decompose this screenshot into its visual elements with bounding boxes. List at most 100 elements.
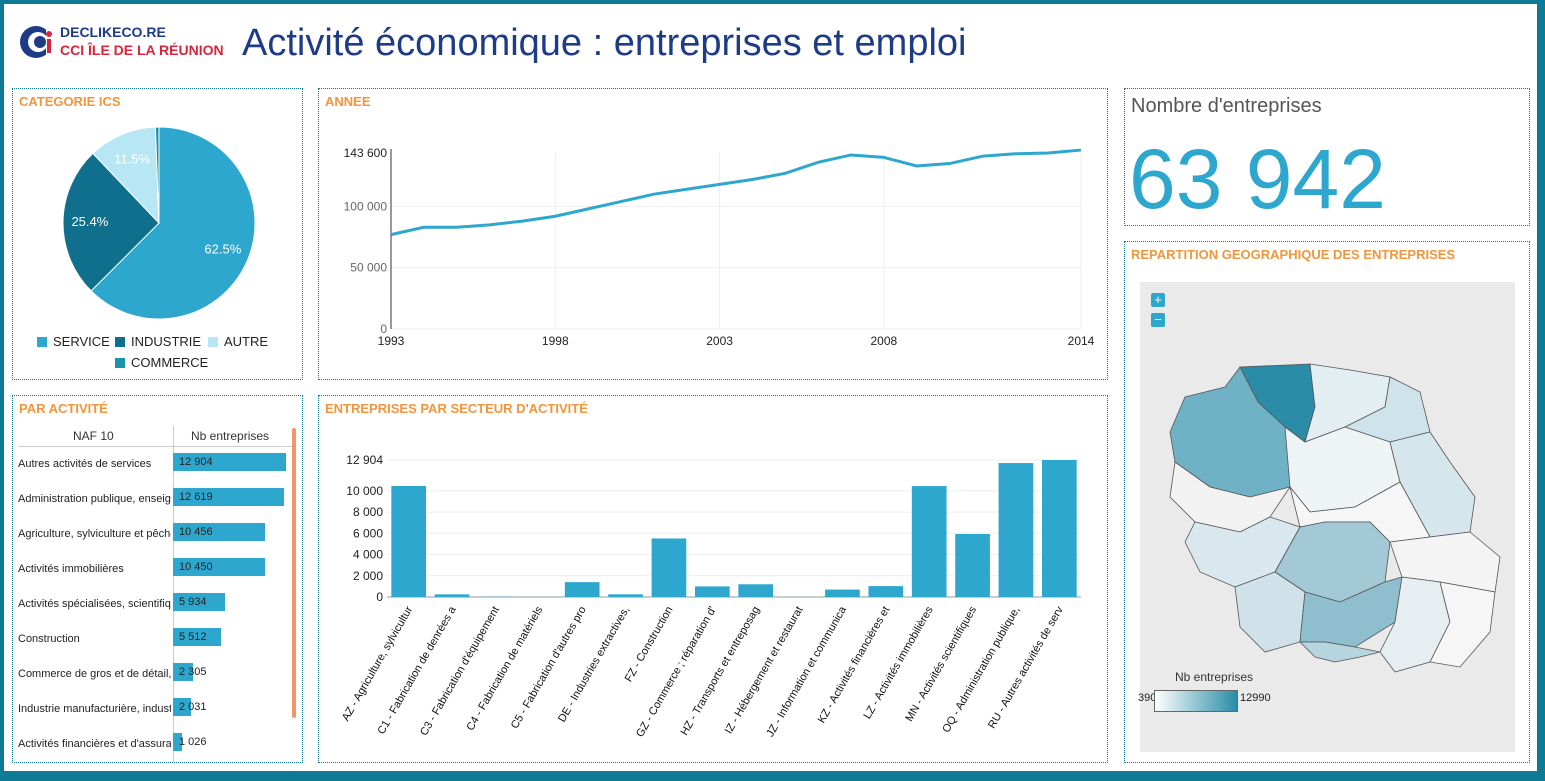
activite-row-bar[interactable] [173, 593, 225, 611]
y-tick-label: 4 000 [353, 548, 383, 562]
annee-title: ANNEE [325, 94, 371, 109]
annee-line-chart[interactable]: 1993 1998 2003 2008 2014 0 50 000 100 000 143 60… [319, 89, 1107, 379]
dashboard: DECLIKECO.RE CCI ÎLE DE LA RÉUNION Activ… [4, 4, 1537, 771]
legend-swatch [37, 337, 47, 347]
bar[interactable] [998, 463, 1034, 597]
activite-col-naf[interactable]: NAF 10 [73, 429, 114, 443]
y-tick-label: 10 000 [346, 484, 383, 498]
bar[interactable] [738, 584, 774, 597]
x-tick-label: IZ - Hébergement et restaurat [723, 605, 806, 736]
x-tick-label: 1998 [542, 334, 569, 348]
y-tick-label: 0 [376, 590, 383, 604]
activite-row-bar[interactable] [173, 663, 194, 681]
activite-row-label[interactable]: Activités immobilières [18, 563, 124, 575]
secteur-title: ENTREPRISES PAR SECTEUR D'ACTIVITÉ [325, 401, 588, 416]
pie-slice[interactable] [154, 126, 160, 224]
activite-row-bar[interactable] [173, 628, 222, 646]
x-tick-label: C3 - Fabrication d'équipement [418, 605, 502, 738]
bar[interactable] [1041, 460, 1077, 597]
activite-row-label[interactable]: Administration publique, enseignement [18, 493, 171, 505]
kpi-value: 63 942 [1129, 132, 1386, 226]
activite-row-label[interactable]: Autres activités de services [18, 458, 152, 470]
pie-slice-label: 62.5% [204, 241, 241, 256]
bar[interactable] [694, 586, 730, 597]
y-tick-label: 50 000 [350, 261, 387, 275]
bar[interactable] [434, 594, 470, 597]
activite-row-value: 2 031 [179, 701, 207, 713]
legend-swatch [115, 337, 125, 347]
map-region [1299, 641, 1381, 663]
activite-row-bar[interactable] [173, 558, 265, 576]
legend-label: COMMERCE [131, 355, 209, 370]
activite-row-bar[interactable] [173, 523, 265, 541]
legend-service[interactable]: SERVICE [37, 334, 110, 349]
bar[interactable] [868, 586, 904, 597]
activite-title: PAR ACTIVITÉ [19, 401, 108, 416]
zoom-in-button[interactable]: + [1151, 293, 1165, 307]
activite-row-value: 12 619 [179, 491, 213, 503]
y-tick-label: 6 000 [353, 526, 383, 540]
x-tick-label: 1993 [378, 334, 405, 348]
bar[interactable] [955, 533, 990, 597]
activite-row-value: 10 456 [179, 526, 213, 538]
y-tick-label: 8 000 [353, 505, 383, 519]
activite-row-label[interactable]: Activités financières et d'assurance [18, 738, 171, 750]
x-tick-label: C5 - Fabrication d'autres pro [509, 605, 589, 731]
map-legend-gradient [1154, 690, 1238, 712]
categorie-pie-chart[interactable]: 62.5% 25.4% 11.5% [13, 89, 302, 329]
x-tick-label: AZ - Agriculture, sylvicultur [340, 604, 416, 723]
legend-commerce[interactable]: COMMERCE [115, 355, 208, 370]
activite-scrollbar[interactable] [292, 428, 296, 718]
bar[interactable] [608, 594, 643, 597]
pie-slice[interactable] [92, 126, 160, 225]
activite-row-label[interactable]: Construction [18, 633, 80, 645]
activite-row-bar[interactable] [173, 488, 284, 506]
map-canvas[interactable]: + − [1138, 282, 1515, 752]
legend-industrie[interactable]: INDUSTRIE [115, 334, 201, 349]
geo-title: REPARTITION GEOGRAPHIQUE DES ENTREPRISES [1131, 247, 1456, 262]
logo-text-line2: CCI ÎLE DE LA RÉUNION [60, 42, 224, 58]
activite-row-label[interactable]: Commerce de gros et de détail, transport… [18, 668, 171, 680]
activite-row-value: 2 305 [179, 666, 207, 678]
annee-panel: ANNEE 1993 1998 2003 2008 2014 0 50 000 100 000… [318, 88, 1108, 380]
bar[interactable] [911, 486, 947, 597]
activite-row-label[interactable]: Industrie manufacturière, industries [18, 703, 171, 715]
cci-logo-icon [20, 26, 54, 58]
legend-autre[interactable]: AUTRE [208, 334, 268, 349]
x-tick-label: 2008 [871, 334, 898, 348]
x-tick-label: JZ - Information et communica [764, 604, 849, 739]
map-region [1429, 581, 1496, 668]
pie-slice-label: 11.5% [114, 151, 150, 166]
activite-row-bar[interactable] [173, 698, 191, 716]
activite-row-value: 10 450 [179, 561, 213, 573]
activite-row-bar[interactable] [173, 733, 182, 751]
pie-slice[interactable] [62, 152, 160, 292]
kpi-panel: Nombre d'entreprises 63 942 [1124, 88, 1530, 226]
pie-slice[interactable] [90, 126, 256, 320]
series-line[interactable] [390, 148, 1082, 237]
activite-row-label[interactable]: Agriculture, sylviculture et pêche [18, 528, 171, 540]
reunion-map[interactable] [1140, 282, 1515, 752]
activite-panel: PAR ACTIVITÉ NAF 10 Nb entreprises Autre… [12, 395, 303, 763]
bar[interactable] [564, 582, 600, 597]
activite-row-bar[interactable] [173, 453, 286, 471]
bar[interactable] [825, 589, 860, 597]
x-tick-label: GZ - Commerce ; réparation d' [634, 605, 719, 740]
header-divider [18, 446, 293, 447]
y-tick-label: 0 [380, 322, 387, 336]
activite-row-label[interactable]: Activités spécialisées, scientifiques [18, 598, 171, 610]
activite-col-nb[interactable]: Nb entreprises [191, 429, 270, 443]
bar[interactable] [651, 538, 687, 597]
map-legend-max: 12990 [1240, 692, 1271, 704]
x-tick-label: HZ - Transports et entreposag [679, 605, 763, 738]
geo-panel: REPARTITION GEOGRAPHIQUE DES ENTREPRISES… [1124, 241, 1530, 763]
x-tick-label: FZ - Construction [623, 605, 676, 685]
bar[interactable] [391, 485, 427, 597]
zoom-out-button[interactable]: − [1151, 313, 1165, 327]
secteur-bar-chart[interactable]: 0 2 000 4 000 6 000 8 000 10 000 12 904 AZ - Ag… [319, 396, 1107, 762]
map-legend-title: Nb entreprises [1175, 670, 1254, 684]
cci-logo[interactable]: DECLIKECO.RE CCI ÎLE DE LA RÉUNION [16, 20, 236, 64]
activite-row-value: 5 934 [179, 596, 207, 608]
x-tick-label: 2003 [706, 334, 733, 348]
y-tick-label: 12 904 [346, 453, 383, 467]
